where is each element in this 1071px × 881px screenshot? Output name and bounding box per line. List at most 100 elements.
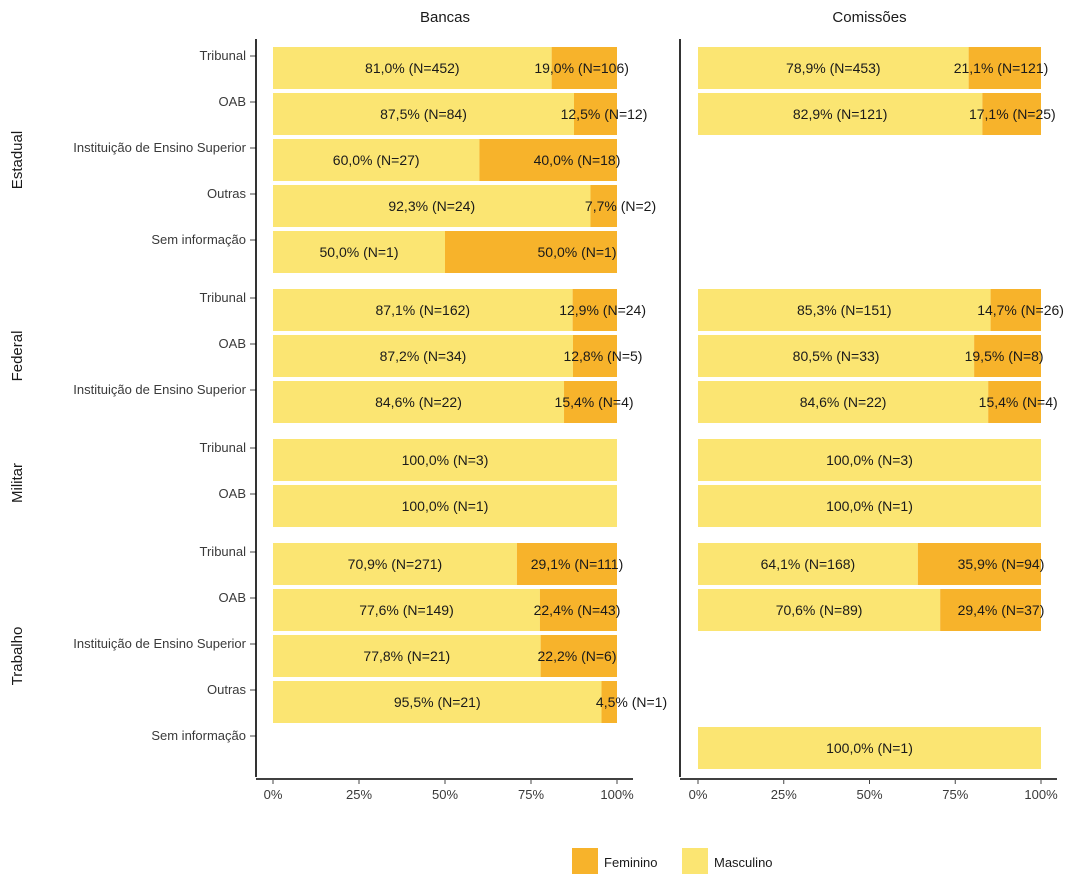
category-label: OAB xyxy=(219,590,246,605)
bar-masculino-militar-tribunal-comissoes xyxy=(698,439,1041,481)
x-tick-label: 100% xyxy=(1024,787,1058,802)
bar-masculino-federal-oab-bancas xyxy=(273,335,573,377)
bar-masculino-militar-tribunal-bancas xyxy=(273,439,617,481)
bar-feminino-trabalho-outras-bancas xyxy=(601,681,617,723)
bar-masculino-estadual-outras-bancas xyxy=(273,185,591,227)
bar-label-feminino: 21,1% (N=121) xyxy=(954,60,1049,76)
category-label: Tribunal xyxy=(200,290,247,305)
x-tick-label: 50% xyxy=(856,787,882,802)
bar-label-masculino: 85,3% (N=151) xyxy=(797,302,892,318)
bar-feminino-estadual-oab-bancas xyxy=(574,93,617,135)
x-tick-label: 75% xyxy=(942,787,968,802)
group-label-federal: Federal xyxy=(9,331,26,382)
bar-masculino-estadual-tribunal-comissoes xyxy=(698,47,969,89)
bar-label-feminino: 12,8% (N=5) xyxy=(563,348,642,364)
category-label: OAB xyxy=(219,94,246,109)
category-label: OAB xyxy=(219,486,246,501)
bar-label-masculino: 100,0% (N=1) xyxy=(826,498,913,514)
bar-feminino-trabalho-oab-bancas xyxy=(539,589,617,631)
category-label: Outras xyxy=(207,186,247,201)
bar-label-feminino: 19,0% (N=106) xyxy=(534,60,629,76)
legend-swatch-masculino xyxy=(682,848,708,874)
bar-label-feminino: 22,4% (N=43) xyxy=(534,602,621,618)
bar-masculino-militar-oab-comissoes xyxy=(698,485,1041,527)
category-label: Tribunal xyxy=(200,48,247,63)
bar-feminino-estadual-oab-comissoes xyxy=(982,93,1041,135)
bar-masculino-federal-instituicao-de-ensino-superior-comissoes xyxy=(698,381,989,423)
bar-label-feminino: 15,4% (N=4) xyxy=(555,394,634,410)
bar-label-feminino: 17,1% (N=25) xyxy=(969,106,1056,122)
bar-label-masculino: 80,5% (N=33) xyxy=(793,348,880,364)
group-label-estadual: Estadual xyxy=(9,131,26,189)
group-label-trabalho: Trabalho xyxy=(9,627,26,686)
x-tick-label: 100% xyxy=(600,787,634,802)
bar-label-masculino: 84,6% (N=22) xyxy=(375,394,462,410)
bar-label-masculino: 95,5% (N=21) xyxy=(394,694,481,710)
bar-label-masculino: 77,8% (N=21) xyxy=(363,648,450,664)
bar-label-masculino: 100,0% (N=3) xyxy=(826,452,913,468)
bar-feminino-trabalho-oab-comissoes xyxy=(940,589,1041,631)
bar-label-feminino: 29,4% (N=37) xyxy=(958,602,1045,618)
bar-masculino-federal-tribunal-comissoes xyxy=(698,289,991,331)
bar-feminino-federal-tribunal-bancas xyxy=(572,289,617,331)
x-tick-label: 0% xyxy=(264,787,283,802)
bar-label-feminino: 40,0% (N=18) xyxy=(534,152,621,168)
legend-label-feminino: Feminino xyxy=(604,855,657,870)
bar-feminino-estadual-sem-informacao-bancas xyxy=(445,231,617,273)
bar-feminino-trabalho-tribunal-bancas xyxy=(516,543,617,585)
bar-label-masculino: 78,9% (N=453) xyxy=(786,60,881,76)
category-label: Sem informação xyxy=(151,232,246,247)
bar-masculino-estadual-oab-bancas xyxy=(273,93,574,135)
bar-label-feminino: 50,0% (N=1) xyxy=(538,244,617,260)
bar-masculino-trabalho-oab-comissoes xyxy=(698,589,941,631)
bar-label-feminino: 19,5% (N=8) xyxy=(965,348,1044,364)
bar-masculino-militar-oab-bancas xyxy=(273,485,617,527)
bar-label-masculino: 77,6% (N=149) xyxy=(359,602,454,618)
bar-label-masculino: 82,9% (N=121) xyxy=(793,106,888,122)
group-label-militar: Militar xyxy=(9,463,26,503)
bar-label-masculino: 64,1% (N=168) xyxy=(761,556,856,572)
bar-feminino-trabalho-instituicao-de-ensino-superior-bancas xyxy=(540,635,617,677)
bar-feminino-estadual-tribunal-bancas xyxy=(551,47,617,89)
category-label: Outras xyxy=(207,682,247,697)
x-tick-label: 0% xyxy=(689,787,708,802)
x-tick-label: 25% xyxy=(771,787,797,802)
x-tick-label: 50% xyxy=(432,787,458,802)
bar-label-feminino: 35,9% (N=94) xyxy=(958,556,1045,572)
bar-feminino-federal-instituicao-de-ensino-superior-bancas xyxy=(564,381,617,423)
bar-label-feminino: 4,5% (N=1) xyxy=(596,694,667,710)
x-tick-label: 75% xyxy=(518,787,544,802)
bar-masculino-trabalho-instituicao-de-ensino-superior-bancas xyxy=(273,635,541,677)
bar-label-masculino: 92,3% (N=24) xyxy=(388,198,475,214)
bar-label-feminino: 22,2% (N=6) xyxy=(538,648,617,664)
bar-label-masculino: 84,6% (N=22) xyxy=(800,394,887,410)
bar-label-feminino: 12,9% (N=24) xyxy=(559,302,646,318)
bar-masculino-federal-tribunal-bancas xyxy=(273,289,573,331)
bar-label-masculino: 87,1% (N=162) xyxy=(376,302,471,318)
bar-label-masculino: 100,0% (N=1) xyxy=(826,740,913,756)
category-label: Instituição de Ensino Superior xyxy=(73,140,246,155)
bar-masculino-trabalho-tribunal-comissoes xyxy=(698,543,918,585)
legend-swatch-feminino xyxy=(572,848,598,874)
bar-masculino-trabalho-outras-bancas xyxy=(273,681,602,723)
bar-label-masculino: 70,6% (N=89) xyxy=(776,602,863,618)
category-label: Tribunal xyxy=(200,544,247,559)
bar-label-masculino: 87,5% (N=84) xyxy=(380,106,467,122)
bar-label-masculino: 70,9% (N=271) xyxy=(348,556,443,572)
bar-feminino-federal-oab-comissoes xyxy=(974,335,1041,377)
bar-label-masculino: 87,2% (N=34) xyxy=(380,348,467,364)
bar-label-masculino: 100,0% (N=1) xyxy=(402,498,489,514)
bar-feminino-trabalho-tribunal-comissoes xyxy=(917,543,1041,585)
category-label: OAB xyxy=(219,336,246,351)
panel-title-bancas: Bancas xyxy=(420,9,470,26)
category-label: Instituição de Ensino Superior xyxy=(73,382,246,397)
bar-feminino-federal-tribunal-comissoes xyxy=(990,289,1041,331)
category-label: Instituição de Ensino Superior xyxy=(73,636,246,651)
bar-label-feminino: 7,7% (N=2) xyxy=(585,198,656,214)
bar-label-masculino: 100,0% (N=3) xyxy=(402,452,489,468)
bar-masculino-estadual-oab-comissoes xyxy=(698,93,983,135)
bar-masculino-trabalho-sem-informacao-comissoes xyxy=(698,727,1041,769)
bar-masculino-federal-oab-comissoes xyxy=(698,335,975,377)
